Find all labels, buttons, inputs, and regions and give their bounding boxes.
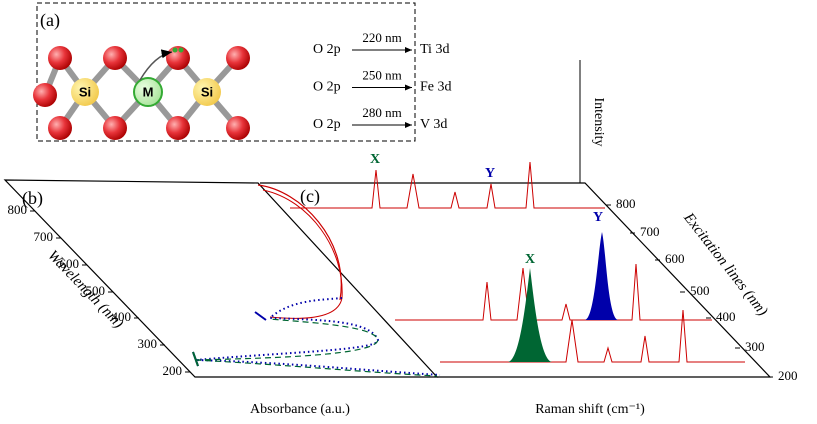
- atom-label: Si: [201, 84, 213, 99]
- atom: [193, 78, 221, 106]
- tick-label: 200: [778, 368, 798, 383]
- atom-label: Si: [79, 84, 91, 99]
- tick-label: 600: [665, 251, 685, 266]
- oxygen-atom: [226, 116, 250, 140]
- panel-label: (c): [300, 186, 320, 207]
- depth-axis-label: Excitation lines (nm): [680, 209, 771, 319]
- tick-label: 700: [640, 224, 660, 239]
- peak-green: [508, 268, 552, 362]
- oxygen-atom: [48, 116, 72, 140]
- wavelength: 250 nm: [362, 67, 401, 82]
- transitions: O 2p 220 nm Ti 3d O 2p 250 nm Fe 3d O 2p 280 nm…: [313, 30, 452, 132]
- arrow: [139, 49, 173, 81]
- oxygen-atom: [166, 46, 190, 70]
- spectrum: [395, 263, 712, 321]
- peak-label: Y: [593, 210, 603, 225]
- panel-a-box: [36, 2, 416, 142]
- oxygen-atom: [226, 46, 250, 70]
- curve-green: [194, 318, 438, 377]
- oxygen-atom: [103, 46, 127, 70]
- molecule: Si M Si: [33, 46, 250, 140]
- atom-label: M: [143, 84, 154, 99]
- orbital: V 3d: [420, 117, 447, 132]
- orbital: O 2p: [313, 80, 341, 95]
- peak-label: Y: [485, 166, 495, 181]
- oxygen-atom: [166, 116, 190, 140]
- x-axis-label: Raman shift (cm⁻¹): [535, 402, 645, 417]
- peak-label: X: [370, 152, 380, 167]
- orbital: Fe 3d: [420, 80, 452, 95]
- marker: [192, 351, 199, 367]
- ticks: 800 700 600 500 400 300 200: [606, 196, 798, 383]
- panel-label: (b): [22, 188, 43, 209]
- x-axis-label: Absorbance (a.u.): [250, 402, 350, 417]
- ticks: 800 700 600 500 400 300 200: [8, 202, 190, 378]
- peak-blue: [585, 232, 618, 320]
- oxygen-atom: [33, 83, 57, 107]
- curve-blue: [194, 297, 441, 376]
- tick-label: 400: [716, 309, 736, 324]
- panel-label: (a): [40, 10, 60, 31]
- tick-label: 300: [138, 336, 158, 351]
- tick-label: 200: [163, 363, 183, 378]
- z-axis-label: Intensity: [591, 98, 606, 147]
- panel-c-frame: [260, 182, 772, 378]
- peak-label: X: [525, 252, 535, 267]
- tick-label: 300: [745, 339, 765, 354]
- wavelength: 220 nm: [362, 30, 401, 45]
- tick-label: 500: [86, 283, 106, 298]
- tick-label: 800: [616, 196, 636, 211]
- oxygen-atom: [48, 46, 72, 70]
- tick-label: 500: [690, 283, 710, 298]
- spectrum: [440, 309, 745, 363]
- orbital: O 2p: [313, 117, 341, 132]
- spectra: [290, 161, 745, 363]
- wavelength: 280 nm: [362, 105, 401, 120]
- electron: [172, 47, 178, 53]
- curve: [262, 189, 343, 319]
- spectrum: [290, 161, 605, 209]
- atom: [71, 78, 99, 106]
- tick-label: 400: [112, 309, 132, 324]
- atom: [133, 77, 163, 107]
- tick-label: 600: [60, 256, 80, 271]
- orbital: O 2p: [313, 42, 341, 57]
- electron: [178, 47, 184, 53]
- tick-label: 800: [8, 202, 28, 217]
- orbital: Ti 3d: [420, 42, 449, 57]
- tick-label: 700: [34, 229, 54, 244]
- oxygen-atom: [103, 116, 127, 140]
